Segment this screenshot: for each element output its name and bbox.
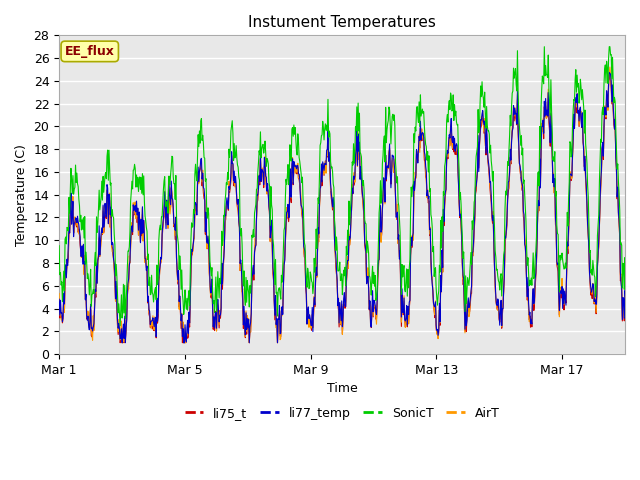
Title: Instument Temperatures: Instument Temperatures [248, 15, 436, 30]
Y-axis label: Temperature (C): Temperature (C) [15, 144, 28, 246]
Text: EE_flux: EE_flux [65, 45, 115, 58]
Legend: li75_t, li77_temp, SonicT, AirT: li75_t, li77_temp, SonicT, AirT [179, 402, 504, 425]
X-axis label: Time: Time [326, 383, 358, 396]
